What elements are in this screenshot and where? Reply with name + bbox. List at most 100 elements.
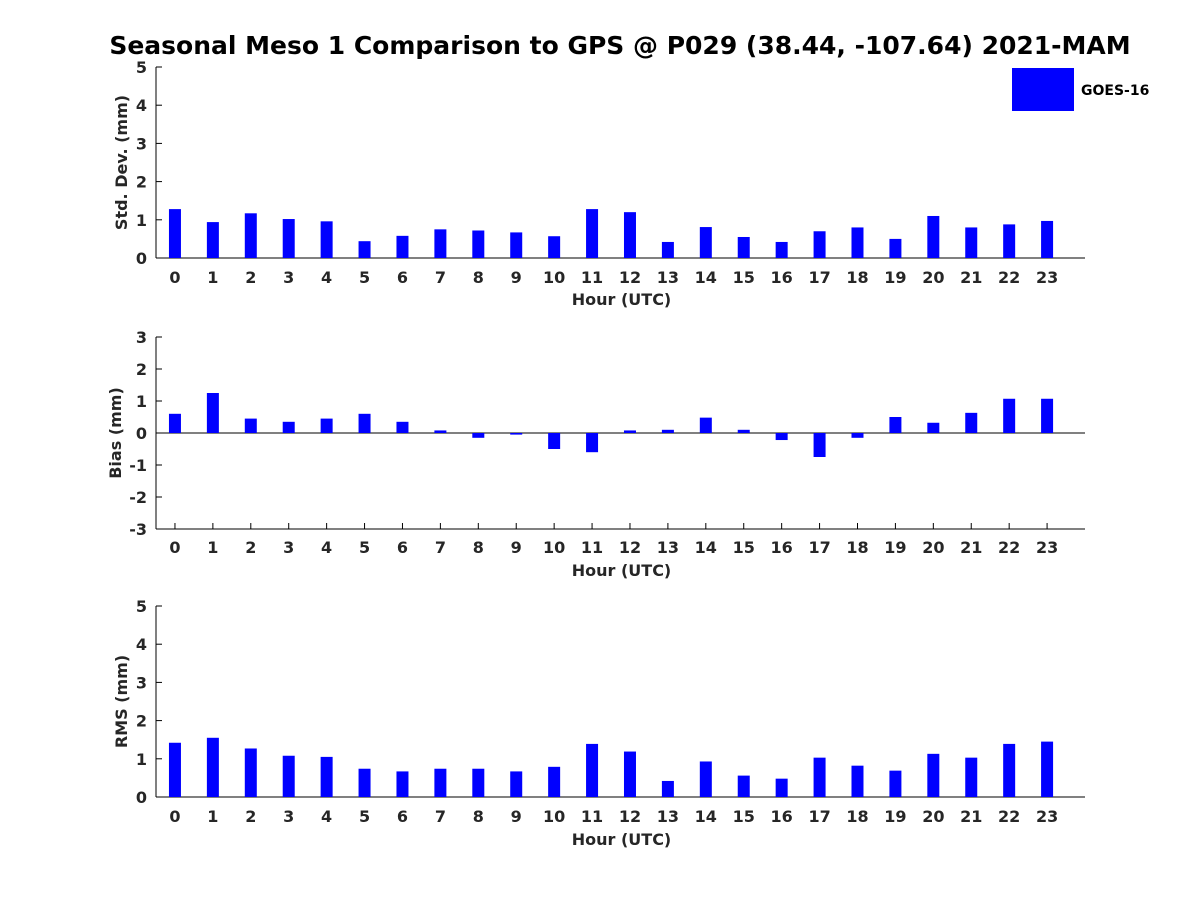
x-tick-label: 14 — [695, 268, 717, 287]
bar-hour-15 — [737, 429, 750, 433]
x-tick-label: 20 — [922, 538, 944, 557]
y-tick-label: 5 — [136, 58, 147, 77]
bar-hour-8 — [472, 768, 485, 797]
x-tick-label: 18 — [846, 807, 868, 826]
bar-hour-21 — [965, 227, 978, 258]
legend: GOES-16 — [1012, 68, 1149, 111]
bar-hour-18 — [851, 227, 864, 258]
x-tick-label: 11 — [581, 538, 603, 557]
bar-hour-23 — [1041, 741, 1054, 797]
x-tick-label: 16 — [771, 268, 793, 287]
bar-hour-14 — [699, 227, 712, 258]
y-axis-label: Std. Dev. (mm) — [112, 95, 131, 230]
x-tick-label: 6 — [397, 538, 408, 557]
figure-title: Seasonal Meso 1 Comparison to GPS @ P029… — [109, 31, 1130, 60]
bar-hour-23 — [1041, 398, 1054, 433]
x-tick-label: 2 — [245, 807, 256, 826]
x-tick-label: 4 — [321, 538, 332, 557]
bar-hour-6 — [396, 771, 409, 797]
bar-hour-21 — [965, 412, 978, 433]
x-tick-label: 15 — [733, 268, 755, 287]
x-tick-label: 21 — [960, 538, 982, 557]
y-tick-label: 3 — [136, 134, 147, 153]
bar-hour-19 — [889, 770, 902, 797]
x-tick-label: 0 — [169, 268, 180, 287]
x-tick-label: 11 — [581, 268, 603, 287]
x-tick-label: 13 — [657, 807, 679, 826]
bar-hour-2 — [244, 213, 257, 258]
legend-swatch — [1012, 68, 1074, 111]
bar-hour-12 — [623, 751, 636, 797]
bar-hour-5 — [358, 768, 371, 797]
bar-hour-7 — [434, 430, 447, 433]
x-tick-label: 20 — [922, 807, 944, 826]
y-tick-label: -1 — [129, 456, 147, 475]
bar-hour-16 — [775, 433, 788, 441]
x-tick-label: 0 — [169, 538, 180, 557]
y-tick-label: 1 — [136, 750, 147, 769]
x-tick-label: 22 — [998, 268, 1020, 287]
bar-hour-2 — [244, 748, 257, 797]
bar-hour-21 — [965, 757, 978, 797]
x-tick-label: 8 — [473, 538, 484, 557]
bar-hour-3 — [282, 421, 295, 433]
x-tick-label: 15 — [733, 807, 755, 826]
bar-hour-5 — [358, 413, 371, 433]
x-tick-label: 4 — [321, 807, 332, 826]
x-tick-label: 2 — [245, 268, 256, 287]
bar-hour-20 — [927, 422, 940, 433]
x-tick-label: 22 — [998, 538, 1020, 557]
bar-hour-9 — [510, 771, 523, 797]
x-tick-label: 22 — [998, 807, 1020, 826]
x-axis-label: Hour (UTC) — [572, 830, 672, 849]
bar-hour-13 — [661, 241, 674, 258]
x-tick-label: 0 — [169, 807, 180, 826]
y-axis-label: RMS (mm) — [112, 655, 131, 748]
x-tick-label: 10 — [543, 268, 565, 287]
x-tick-label: 15 — [733, 538, 755, 557]
bar-hour-3 — [282, 755, 295, 797]
x-tick-label: 19 — [884, 807, 906, 826]
x-tick-label: 23 — [1036, 807, 1058, 826]
bar-hour-1 — [206, 737, 219, 797]
y-tick-label: 1 — [136, 211, 147, 230]
x-tick-label: 13 — [657, 268, 679, 287]
x-tick-label: 17 — [808, 268, 830, 287]
bar-hour-20 — [927, 753, 940, 797]
bar-hour-18 — [851, 765, 864, 797]
bar-hour-6 — [396, 235, 409, 258]
legend-label: GOES-16 — [1081, 83, 1149, 99]
x-tick-label: 12 — [619, 538, 641, 557]
x-tick-label: 9 — [511, 538, 522, 557]
bar-hour-11 — [586, 209, 599, 258]
bar-hour-2 — [244, 418, 257, 433]
x-tick-label: 19 — [884, 268, 906, 287]
y-tick-label: -2 — [129, 488, 147, 507]
bar-hour-0 — [168, 209, 181, 258]
bar-hour-9 — [510, 232, 523, 258]
bar-hour-0 — [168, 413, 181, 433]
bar-hour-7 — [434, 229, 447, 258]
y-tick-label: 0 — [136, 424, 147, 443]
bar-hour-17 — [813, 757, 826, 797]
bar-hour-4 — [320, 418, 333, 433]
bar-hour-15 — [737, 236, 750, 258]
x-tick-label: 7 — [435, 538, 446, 557]
bar-hour-1 — [206, 393, 219, 433]
x-tick-label: 9 — [511, 807, 522, 826]
bar-hour-1 — [206, 222, 219, 258]
x-tick-label: 5 — [359, 538, 370, 557]
x-axis-label: Hour (UTC) — [572, 561, 672, 580]
x-tick-label: 2 — [245, 538, 256, 557]
bar-hour-15 — [737, 775, 750, 797]
bar-hour-19 — [889, 417, 902, 433]
y-tick-label: 2 — [136, 712, 147, 731]
bar-hour-10 — [548, 236, 561, 258]
x-tick-label: 1 — [207, 807, 218, 826]
x-tick-label: 14 — [695, 538, 717, 557]
x-tick-label: 23 — [1036, 538, 1058, 557]
y-tick-label: 3 — [136, 673, 147, 692]
